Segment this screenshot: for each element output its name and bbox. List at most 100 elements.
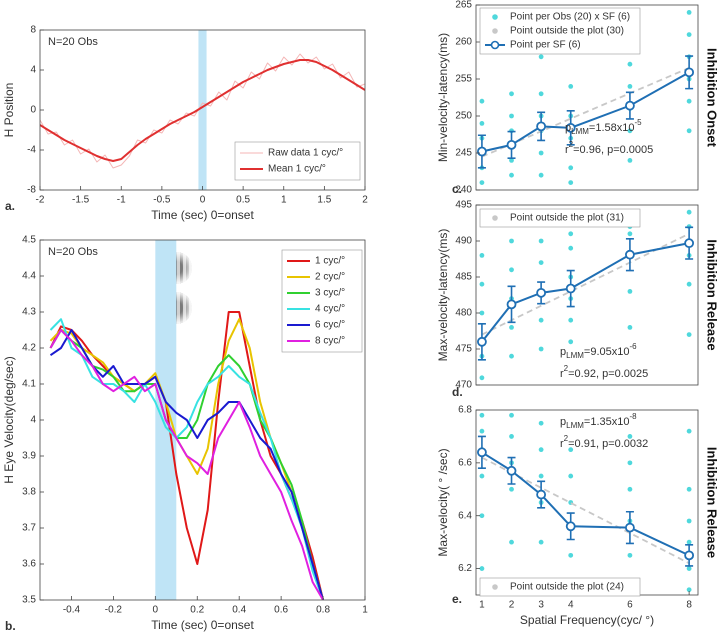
obs-point — [538, 150, 544, 156]
x-axis-label: Time (sec) 0=onset — [151, 208, 254, 222]
series-line — [49, 329, 325, 600]
obs-point — [627, 552, 633, 558]
obs-point — [627, 61, 633, 67]
x-tick-label: 8 — [686, 600, 692, 611]
fit-line — [481, 456, 690, 565]
legend-swatch — [492, 28, 498, 34]
obs-point — [686, 539, 692, 545]
obs-point — [509, 412, 514, 418]
obs-point — [686, 428, 692, 434]
obs-point — [568, 231, 574, 237]
y-tick-label: 4.5 — [22, 235, 36, 246]
obs-point — [509, 539, 514, 545]
x-tick-label: 1 — [362, 605, 368, 616]
x-tick-label: 3 — [538, 600, 544, 611]
obs-point — [627, 434, 633, 439]
x-tick-label: 6 — [627, 600, 633, 611]
mean-point — [506, 139, 517, 150]
mean-line — [481, 451, 690, 557]
plot-area — [477, 412, 695, 593]
plot-area — [477, 209, 695, 381]
obs-point — [538, 317, 544, 323]
mean-point — [536, 287, 547, 298]
obs-point — [479, 98, 485, 104]
y-tick-label: 6.4 — [458, 510, 472, 521]
x-axis-label: Spatial Frequency(cyc/ °) — [520, 613, 654, 627]
note: N=20 Obs — [48, 36, 98, 48]
obs-point — [568, 180, 574, 186]
obs-point — [538, 420, 544, 426]
obs-point — [568, 447, 574, 453]
obs-point — [627, 84, 633, 89]
note: N=20 Obs — [48, 246, 98, 258]
y-tick-label: 260 — [455, 37, 472, 48]
legend-label: Point outside the plot (31) — [510, 213, 624, 224]
x-tick-label: 0 — [153, 605, 159, 616]
side-title: Inhibition Onset — [705, 48, 720, 148]
legend-label: 3 cyc/° — [315, 288, 345, 299]
legend-label: Mean 1 cyc/° — [268, 164, 326, 175]
legend-box — [234, 141, 361, 181]
y-tick-label: 240 — [455, 185, 472, 196]
x-tick-label: -1 — [117, 195, 126, 206]
plot-area — [40, 30, 365, 190]
x-tick-label: 1 — [281, 195, 287, 206]
obs-point — [538, 91, 544, 97]
y-tick-label: 480 — [455, 308, 472, 319]
obs-point — [686, 10, 692, 15]
obs-point — [509, 91, 514, 97]
x-tick-label: 2 — [509, 600, 515, 611]
obs-point — [479, 121, 485, 126]
stat-part: -5 — [634, 118, 642, 127]
x-tick-label: -0.5 — [153, 195, 171, 206]
obs-point — [538, 346, 544, 352]
mean-point — [565, 521, 576, 532]
stat-part: 2 — [564, 434, 569, 443]
side-title: Inhibition Release — [705, 239, 720, 350]
legend-swatch — [490, 40, 500, 50]
obs-point — [686, 98, 692, 104]
mean-point — [625, 100, 635, 111]
obs-point — [479, 281, 485, 287]
legend-label: Point outside the plot (30) — [510, 26, 624, 37]
obs-point — [568, 245, 574, 251]
obs-point — [509, 267, 514, 273]
obs-point — [538, 54, 544, 60]
obs-point — [568, 84, 574, 89]
obs-point — [509, 486, 514, 492]
y-tick-label: 3.6 — [22, 559, 36, 570]
legend-label: Point per Obs (20) x SF (6) — [510, 12, 630, 23]
y-tick-label: 265 — [455, 0, 472, 11]
legend-box — [479, 7, 641, 55]
mean-point — [536, 489, 547, 500]
panel-label: a. — [5, 199, 15, 213]
stat-part: LMM — [571, 127, 589, 136]
mean-point — [684, 550, 695, 561]
y-tick-label: 6.2 — [458, 563, 472, 574]
series-line — [49, 329, 324, 600]
obs-point — [509, 238, 514, 244]
obs-point — [686, 566, 692, 571]
y-axis-label: Min-velocity-latency(ms) — [436, 33, 450, 162]
axes-frame — [475, 4, 699, 191]
mean-line — [481, 71, 690, 153]
y-tick-label: 245 — [455, 148, 472, 159]
legend-swatch — [492, 14, 498, 20]
obs-point — [568, 473, 574, 479]
obs-point — [686, 332, 692, 337]
stat-p: pLMM=9.05x10-6 — [560, 342, 637, 360]
obs-point — [686, 518, 692, 524]
legend-label: 6 cyc/° — [315, 320, 345, 331]
obs-point — [479, 375, 485, 381]
stat-part: p — [560, 416, 566, 428]
axes-frame — [475, 204, 699, 386]
y-axis-label: Max-velocity-latency(ms) — [436, 229, 450, 362]
y-tick-label: 485 — [455, 272, 472, 283]
y-tick-label: 3.8 — [22, 487, 36, 498]
obs-point — [509, 434, 514, 439]
y-tick-label: 490 — [455, 236, 472, 247]
y-axis-label: Max-velocity( ° /sec) — [436, 448, 450, 556]
stat-part: LMM — [566, 351, 584, 360]
panel-label: c. — [452, 182, 462, 196]
legend-swatch — [492, 584, 498, 590]
